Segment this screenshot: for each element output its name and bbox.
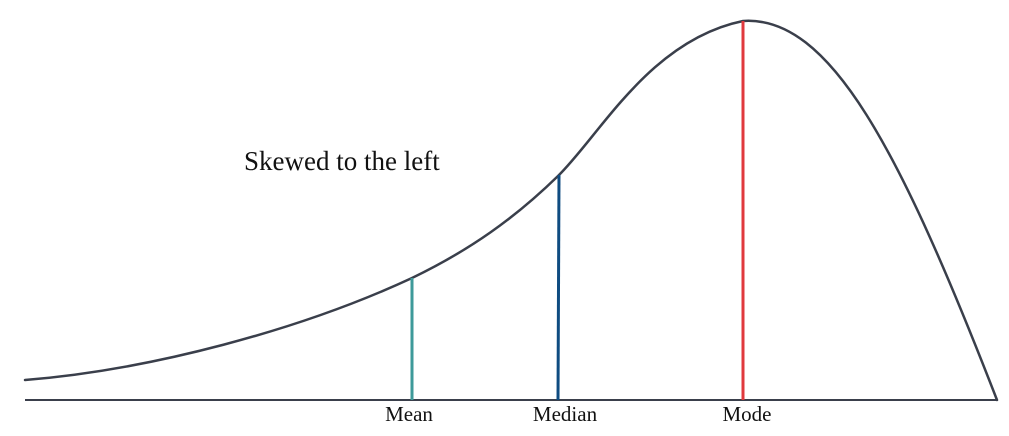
median-line (556, 174, 561, 401)
mean-label: Mean (385, 402, 433, 426)
diagram-title: Skewed to the left (244, 146, 440, 176)
median-label: Median (533, 402, 598, 426)
mode-label: Mode (723, 402, 772, 426)
distribution-curve (23, 19, 999, 402)
